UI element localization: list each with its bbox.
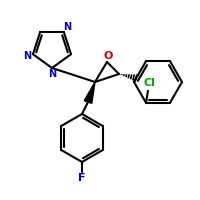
Text: Cl: Cl <box>143 78 155 88</box>
Polygon shape <box>84 82 95 103</box>
Text: O: O <box>103 51 113 61</box>
Text: N: N <box>23 51 31 61</box>
Text: F: F <box>78 173 86 183</box>
Text: N: N <box>63 22 71 32</box>
Text: N: N <box>48 69 56 79</box>
